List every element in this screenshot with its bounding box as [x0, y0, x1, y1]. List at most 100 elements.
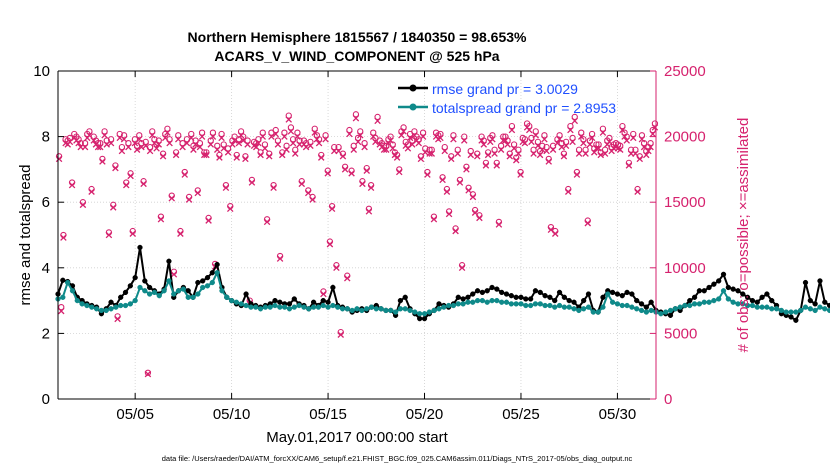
obs-possible-marker — [647, 140, 654, 147]
totalspread-point — [421, 311, 428, 317]
totalspread-point — [118, 302, 124, 309]
totalspread-point — [494, 297, 500, 304]
obs-possible-marker — [58, 304, 65, 311]
totalspread-point — [306, 306, 312, 312]
rmse-point — [807, 297, 813, 304]
obs-assimilated-marker — [543, 147, 550, 155]
x-tick-label: 05/05 — [116, 406, 154, 423]
totalspread-point — [228, 297, 235, 304]
obs-possible-marker — [214, 142, 221, 149]
obs-assimilated-marker — [564, 188, 572, 195]
obs-assimilated-marker — [512, 156, 520, 164]
obs-assimilated-marker — [395, 168, 403, 176]
totalspread-point — [142, 288, 148, 294]
obs-possible-marker — [237, 128, 245, 135]
obs-assimilated-marker — [445, 210, 453, 218]
rmse-point — [720, 271, 727, 278]
obs-assimilated-marker — [569, 138, 576, 146]
obs-possible-marker — [86, 128, 93, 135]
obs-possible-marker — [350, 142, 357, 149]
x-tick-label: 05/30 — [599, 406, 637, 423]
obs-assimilated-marker — [350, 146, 358, 153]
obs-possible-marker — [562, 138, 570, 145]
totalspread-point — [257, 306, 264, 312]
rmse-point — [272, 297, 278, 304]
obs-assimilated-marker — [320, 290, 327, 298]
totalspread-point — [730, 299, 736, 305]
obs-assimilated-marker — [161, 134, 169, 142]
rmse-point — [118, 294, 124, 300]
rmse-point — [600, 294, 606, 300]
obs-assimilated-marker — [315, 139, 323, 147]
obs-assimilated-marker — [597, 151, 605, 159]
obs-assimilated-marker — [213, 146, 221, 153]
totalspread-point — [740, 301, 746, 307]
obs-assimilated-marker — [382, 146, 390, 153]
totalspread-point — [725, 296, 731, 302]
totalspread-point — [69, 288, 76, 294]
obs-possible-marker — [322, 132, 329, 139]
rmse-point — [701, 288, 707, 294]
obs-assimilated-marker — [133, 146, 141, 153]
obs-possible-marker — [244, 137, 251, 144]
obs-possible-marker — [272, 126, 279, 134]
rmse-point — [166, 258, 172, 264]
totalspread-point — [585, 304, 592, 310]
obs-assimilated-marker — [623, 137, 631, 144]
obs-assimilated-marker — [177, 230, 184, 237]
obs-assimilated-marker — [467, 151, 475, 159]
rmse-point — [470, 291, 476, 297]
obs-assimilated-marker — [324, 170, 332, 177]
rmse-point — [146, 284, 153, 291]
obs-assimilated-marker — [415, 139, 423, 147]
obs-assimilated-marker — [326, 240, 334, 248]
obs-assimilated-marker — [125, 143, 132, 151]
obs-assimilated-marker — [530, 150, 537, 157]
totalspread-point — [402, 306, 408, 312]
rmse-point — [634, 297, 640, 304]
obs-assimilated-marker — [142, 142, 150, 150]
y-tick-label-right: 10000 — [664, 260, 706, 277]
totalspread-point — [474, 297, 481, 304]
rmse-point — [556, 289, 563, 296]
obs-assimilated-marker — [348, 170, 355, 177]
totalspread-point — [238, 301, 244, 307]
totalspread-point — [503, 299, 510, 305]
obs-assimilated-marker — [346, 130, 353, 138]
obs-possible-marker — [259, 129, 266, 136]
obs-assimilated-marker — [437, 134, 444, 142]
rmse-point — [817, 278, 823, 284]
obs-assimilated-marker — [192, 141, 199, 148]
obs-assimilated-marker — [118, 147, 126, 155]
obs-possible-marker — [218, 130, 225, 138]
obs-possible-marker — [118, 143, 126, 151]
totalspread-point — [523, 302, 529, 309]
totalspread-point — [619, 302, 625, 309]
totalspread-point — [527, 302, 534, 309]
obs-assimilated-marker — [480, 141, 488, 148]
obs-assimilated-marker — [135, 135, 143, 143]
obs-assimilated-marker — [68, 181, 76, 189]
obs-assimilated-marker — [166, 139, 173, 147]
x-axis-label: May.01,2017 00:00:00 start — [266, 429, 448, 446]
totalspread-point — [397, 306, 404, 312]
rmse-point — [542, 293, 548, 299]
y-tick-label-left: 2 — [42, 325, 50, 342]
obs-assimilated-marker — [398, 132, 405, 139]
totalspread-point — [445, 302, 452, 309]
obs-assimilated-marker — [153, 145, 160, 152]
rmse-point — [185, 288, 191, 294]
obs-assimilated-marker — [248, 179, 256, 186]
obs-assimilated-marker — [274, 141, 282, 148]
obs-assimilated-marker — [588, 134, 596, 142]
totalspread-point — [634, 306, 640, 312]
rmse-point — [320, 297, 326, 304]
totalspread-point — [687, 302, 693, 309]
obs-assimilated-marker — [599, 129, 607, 136]
totalspread-point — [605, 291, 611, 297]
totalspread-point — [769, 306, 775, 312]
obs-assimilated-marker — [285, 116, 293, 123]
obs-possible-marker — [198, 129, 206, 136]
obs-assimilated-marker — [426, 150, 433, 157]
obs-assimilated-marker — [231, 137, 238, 144]
